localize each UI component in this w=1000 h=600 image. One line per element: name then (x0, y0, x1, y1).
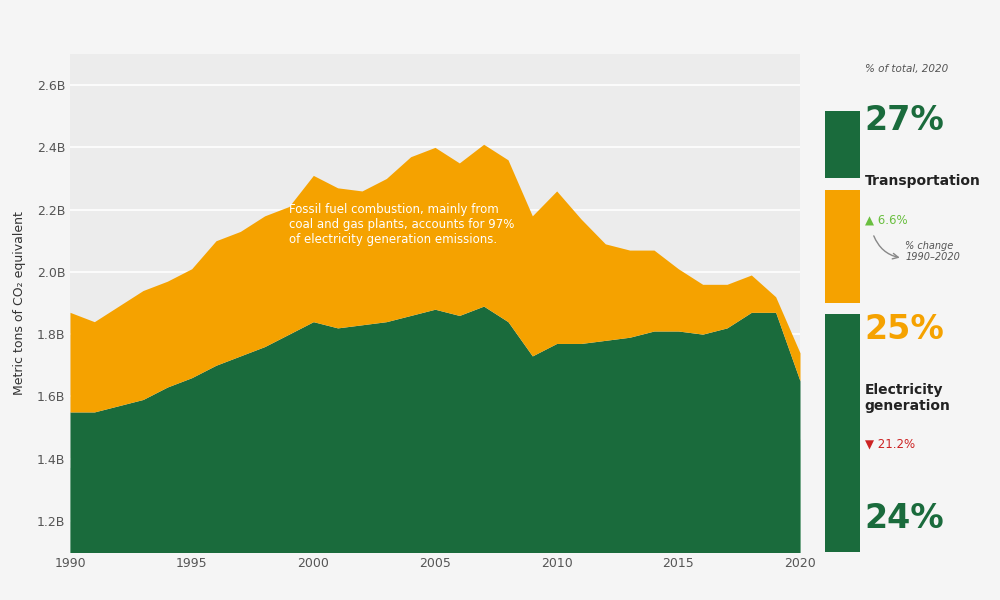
Bar (825, 190, 860, 303)
Text: Fossil fuel combustion, mainly from
coal and gas plants, accounts for 97%
of ele: Fossil fuel combustion, mainly from coal… (289, 203, 514, 247)
Y-axis label: Metric tons of CO₂ equivalent: Metric tons of CO₂ equivalent (13, 211, 26, 395)
Text: ▼ 21.2%: ▼ 21.2% (865, 437, 915, 451)
Bar (825, 110, 860, 178)
Text: 24%: 24% (865, 502, 944, 535)
Text: ▲ 6.6%: ▲ 6.6% (865, 214, 907, 226)
Bar (825, 314, 860, 552)
Text: % of total, 2020: % of total, 2020 (865, 64, 948, 74)
Text: % change
1990–2020: % change 1990–2020 (905, 241, 960, 262)
Text: 25%: 25% (865, 313, 944, 346)
Text: Transportation: Transportation (865, 173, 981, 188)
Text: 27%: 27% (865, 104, 944, 137)
Text: Electricity
generation: Electricity generation (865, 383, 951, 413)
